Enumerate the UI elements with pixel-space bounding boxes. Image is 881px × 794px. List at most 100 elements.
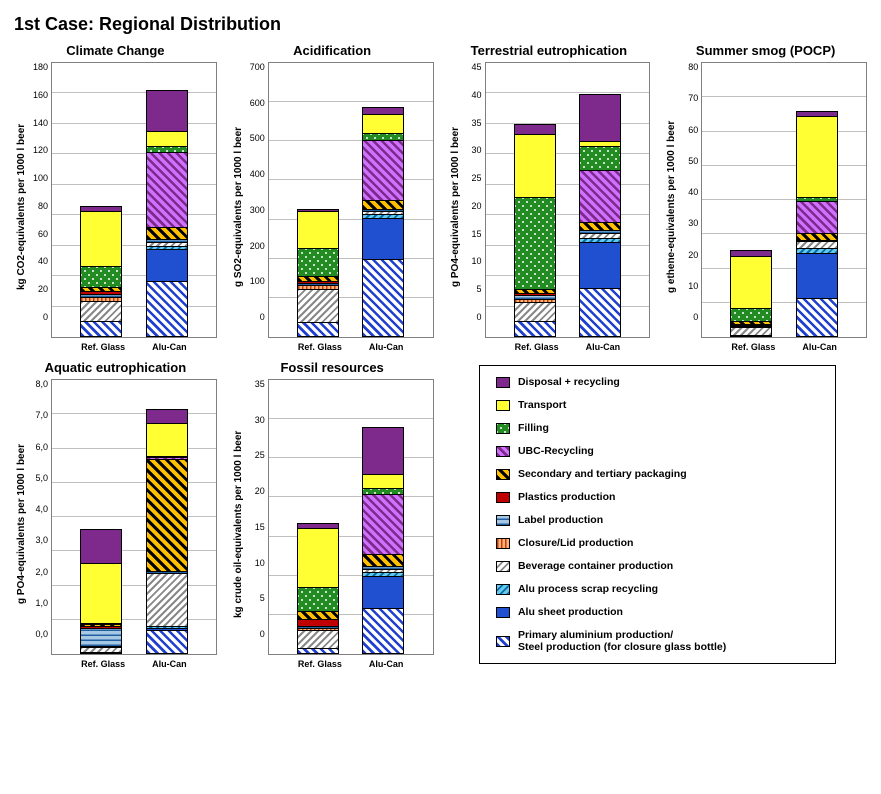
seg-filling xyxy=(298,248,338,276)
seg-secondary xyxy=(147,227,187,239)
seg-container xyxy=(515,302,555,320)
chart-title: Fossil resources xyxy=(231,360,434,375)
legend-label: Transport xyxy=(518,399,566,411)
y-axis-ticks: 05101520253035 xyxy=(246,379,268,639)
legend-label: Beverage container production xyxy=(518,560,673,572)
legend-swatch xyxy=(496,584,510,595)
y-axis-ticks: 020406080100120140160180 xyxy=(29,62,51,322)
seg-disposal xyxy=(363,427,403,474)
seg-filling xyxy=(731,308,771,321)
bar-alu-can xyxy=(146,409,188,654)
bar-alu-can xyxy=(362,427,404,654)
seg-ubc xyxy=(363,140,403,199)
chart-title: Acidification xyxy=(231,43,434,58)
seg-secondary xyxy=(580,222,620,231)
seg-transport xyxy=(515,134,555,198)
y-axis-ticks: 01020304050607080 xyxy=(679,62,701,322)
legend-item-plastics: Plastics production xyxy=(496,491,819,503)
seg-container xyxy=(147,573,187,627)
chart-fossil: Fossil resources kg crude oil-equivalents… xyxy=(231,360,434,669)
legend-item-ubc: UBC-Recycling xyxy=(496,445,819,457)
plot-area xyxy=(51,62,217,338)
seg-disposal xyxy=(81,529,121,563)
chart-title: Summer smog (POCP) xyxy=(664,43,867,58)
bar-ref-glass xyxy=(80,206,122,337)
y-axis-label: kg crude oil-equivalents per 1000 l beer xyxy=(231,379,246,669)
seg-container xyxy=(298,630,338,648)
legend-label: Label production xyxy=(518,514,603,526)
x-axis-labels: Ref. GlassAlu-Can xyxy=(701,338,867,352)
seg-filling xyxy=(363,133,403,140)
y-axis-label: kg CO2-equivalents per 1000 l beer xyxy=(14,62,29,352)
bar-alu-can xyxy=(146,90,188,337)
legend-label: Closure/Lid production xyxy=(518,537,634,549)
legend-swatch xyxy=(496,607,510,618)
seg-filling xyxy=(81,266,121,286)
seg-primary xyxy=(797,298,837,337)
legend-label: Plastics production xyxy=(518,491,615,503)
legend-label: Filling xyxy=(518,422,549,434)
seg-disposal xyxy=(147,409,187,424)
chart-aqua: Aquatic eutrophicationg PO4-equivalents … xyxy=(14,360,217,669)
seg-ubc xyxy=(580,170,620,222)
legend-item-sheet: Alu sheet production xyxy=(496,606,819,618)
legend-item-secondary: Secondary and tertiary packaging xyxy=(496,468,819,480)
bar-ref-glass xyxy=(730,250,772,337)
seg-primary xyxy=(731,335,771,337)
plot-area xyxy=(701,62,867,338)
y-axis-ticks: 0100200300400500600700 xyxy=(246,62,268,322)
seg-transport xyxy=(797,116,837,197)
seg-primary xyxy=(81,321,121,337)
seg-disposal xyxy=(363,107,403,114)
chart-grid: Climate Change kg CO2-equivalents per 100… xyxy=(14,43,867,669)
chart-acid: Acidification g SO2-equivalents per 1000 … xyxy=(231,43,434,352)
seg-transport xyxy=(81,211,121,266)
legend-item-primary: Primary aluminium production/ Steel prod… xyxy=(496,629,819,653)
legend-item-transport: Transport xyxy=(496,399,819,411)
seg-secondary xyxy=(363,554,403,567)
bar-ref-glass xyxy=(297,209,339,337)
legend-swatch xyxy=(496,400,510,411)
seg-primary xyxy=(580,288,620,337)
bar-alu-can xyxy=(362,107,404,337)
seg-transport xyxy=(298,211,338,248)
bar-ref-glass xyxy=(514,124,556,337)
legend-label: Alu process scrap recycling xyxy=(518,583,658,595)
plot-area xyxy=(485,62,651,338)
y-axis-label: g PO4-equivalents per 1000 l beer xyxy=(448,62,463,352)
seg-disposal xyxy=(147,90,187,130)
legend-swatch xyxy=(496,469,510,480)
seg-sheet xyxy=(363,576,403,608)
seg-transport xyxy=(731,256,771,308)
chart-title: Climate Change xyxy=(14,43,217,58)
chart-climate: Climate Change kg CO2-equivalents per 100… xyxy=(14,43,217,352)
legend-item-label: Label production xyxy=(496,514,819,526)
seg-sheet xyxy=(580,242,620,288)
seg-sheet xyxy=(147,249,187,281)
legend-label: Secondary and tertiary packaging xyxy=(518,468,687,480)
bar-ref-glass xyxy=(80,529,122,655)
seg-transport xyxy=(147,423,187,456)
seg-transport xyxy=(81,563,121,623)
chart-title: Aquatic eutrophication xyxy=(14,360,217,375)
seg-primary xyxy=(147,630,187,654)
legend-swatch xyxy=(496,446,510,457)
legend-swatch xyxy=(496,538,510,549)
seg-container xyxy=(298,289,338,322)
legend-swatch xyxy=(496,492,510,503)
seg-ubc xyxy=(147,152,187,227)
legend-label: Disposal + recycling xyxy=(518,376,620,388)
y-axis-label: g ethene-equivalents per 1000 l beer xyxy=(664,62,679,352)
x-axis-labels: Ref. GlassAlu-Can xyxy=(51,655,217,669)
seg-plastics xyxy=(298,619,338,626)
seg-filling xyxy=(515,197,555,288)
seg-primary xyxy=(147,281,187,337)
y-axis-label: g SO2-equivalents per 1000 l beer xyxy=(231,62,246,352)
legend-swatch xyxy=(496,561,510,572)
legend-swatch xyxy=(496,423,510,434)
y-axis-ticks: 0,01,02,03,04,05,06,07,08,0 xyxy=(29,379,51,639)
seg-primary xyxy=(298,648,338,654)
seg-secondary xyxy=(147,459,187,571)
seg-sheet xyxy=(797,253,837,299)
chart-title: Terrestrial eutrophication xyxy=(448,43,651,58)
